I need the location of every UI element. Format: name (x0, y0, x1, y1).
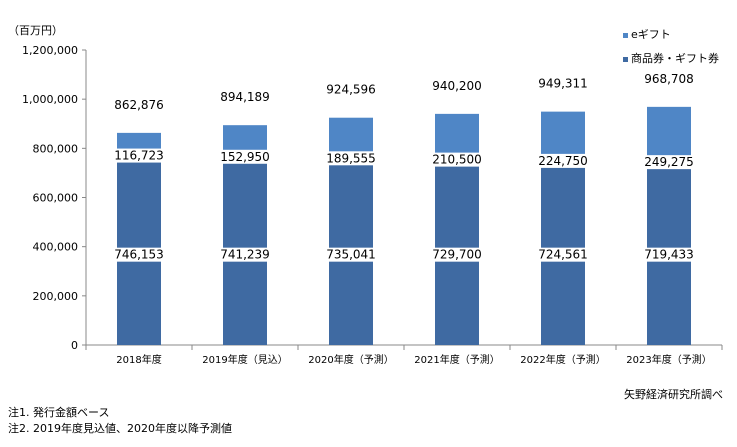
x-tick-label-4: 2022年度（予測） (520, 353, 605, 366)
data-label-egift-0: 116,723 (114, 149, 164, 163)
legend-swatch-egift (623, 32, 628, 38)
data-label-egift-bg (535, 153, 591, 168)
data-label-total-bg (429, 78, 485, 93)
legend-label-egift: eギフト (631, 28, 671, 41)
data-label-gift-voucher-bg (111, 247, 167, 262)
data-label-gift-voucher-0: 746,153 (114, 248, 164, 262)
x-tick-label-1: 2019年度（見込） (202, 353, 287, 366)
y-tick-label: 600,000 (33, 192, 79, 205)
y-tick-label: 400,000 (33, 241, 79, 254)
y-tick-label: 0 (71, 339, 78, 352)
data-label-egift-bg (641, 155, 697, 170)
data-label-total-4: 949,311 (538, 77, 588, 91)
source-credit: 矢野経済研究所調べ (624, 388, 723, 401)
legend: eギフト 商品券・ギフト券 (623, 23, 719, 71)
y-tick-label: 200,000 (33, 290, 79, 303)
data-label-total-5: 968,708 (644, 72, 694, 86)
y-tick-label: 1,000,000 (22, 93, 78, 106)
data-label-egift-bg (429, 152, 485, 167)
data-label-gift-voucher-bg (217, 247, 273, 262)
data-label-total-3: 940,200 (432, 79, 482, 93)
data-label-egift-bg (217, 149, 273, 164)
data-label-egift-3: 210,500 (432, 153, 482, 167)
data-label-egift-4: 224,750 (538, 154, 588, 168)
x-tick-label-3: 2021年度（予測） (414, 353, 499, 366)
data-label-total-bg (217, 90, 273, 105)
notes: 注1. 発行金額ベース 注2. 2019年度見込値、2020年度以降予測値 (8, 405, 232, 437)
data-label-gift-voucher-4: 724,561 (538, 248, 588, 262)
note-1: 注1. 発行金額ベース (8, 406, 110, 419)
y-tick-label: 800,000 (33, 142, 79, 155)
x-tick-label-0: 2018年度 (116, 353, 161, 366)
data-label-total-bg (323, 82, 379, 97)
data-label-gift-voucher-3: 729,700 (432, 248, 482, 262)
data-label-total-bg (641, 71, 697, 86)
x-tick-label-2: 2020年度（予測） (308, 353, 393, 366)
data-label-gift-voucher-bg (429, 247, 485, 262)
legend-swatch-gift-voucher (623, 56, 628, 62)
legend-item-gift-voucher: 商品券・ギフト券 (623, 47, 719, 71)
data-label-egift-2: 189,555 (326, 151, 376, 165)
data-label-gift-voucher-bg (323, 247, 379, 262)
data-label-gift-voucher-bg (535, 247, 591, 262)
data-label-total-bg (535, 76, 591, 91)
data-label-total-2: 924,596 (326, 83, 376, 97)
legend-item-egift: eギフト (623, 23, 719, 47)
data-label-egift-bg (111, 148, 167, 163)
y-tick-label: 1,200,000 (22, 44, 78, 57)
data-label-gift-voucher-2: 735,041 (326, 248, 376, 262)
y-axis-unit-label: （百万円） (8, 24, 63, 37)
data-label-total-bg (111, 97, 167, 112)
legend-label-gift-voucher: 商品券・ギフト券 (631, 52, 719, 65)
x-tick-label-5: 2023年度（予測） (626, 353, 711, 366)
note-2: 注2. 2019年度見込値、2020年度以降予測値 (8, 422, 232, 435)
data-label-gift-voucher-bg (641, 247, 697, 262)
data-label-gift-voucher-1: 741,239 (220, 248, 270, 262)
data-label-total-1: 894,189 (220, 90, 270, 104)
data-label-egift-bg (323, 151, 379, 166)
data-label-egift-1: 152,950 (220, 150, 270, 164)
data-label-egift-5: 249,275 (644, 155, 694, 169)
data-label-gift-voucher-5: 719,433 (644, 248, 694, 262)
data-label-total-0: 862,876 (114, 98, 164, 112)
